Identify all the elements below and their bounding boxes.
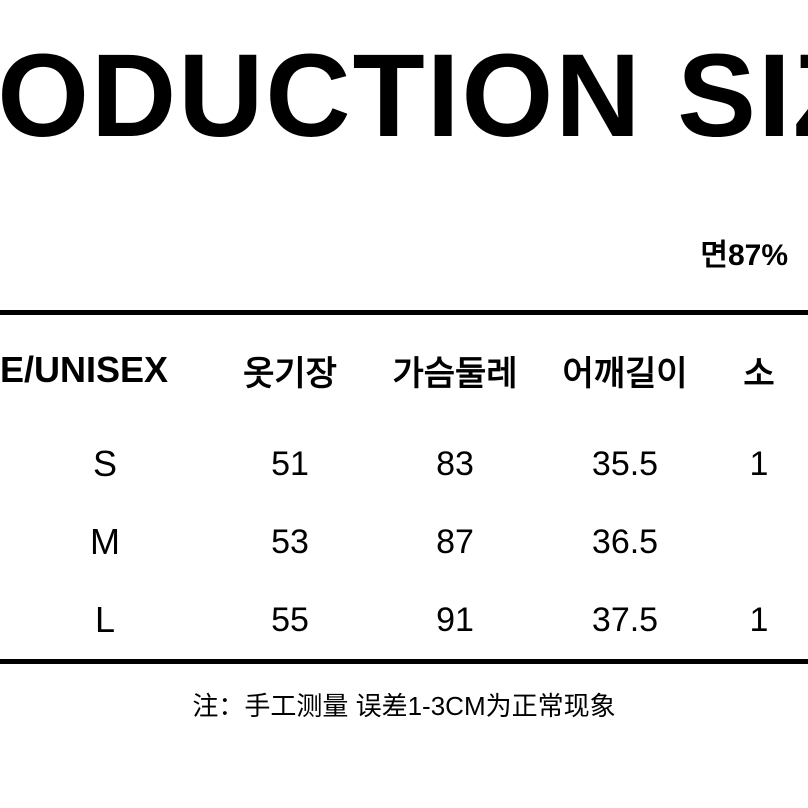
cell-chest: 91	[370, 581, 540, 659]
cell-chest: 87	[370, 503, 540, 581]
cell-sleeve	[710, 503, 808, 581]
cell-sleeve: 1	[710, 581, 808, 659]
table-bottom-rule	[0, 659, 808, 664]
cell-size: S	[0, 425, 210, 503]
cell-chest: 83	[370, 425, 540, 503]
cell-length: 51	[210, 425, 370, 503]
cell-size: M	[0, 503, 210, 581]
size-chart-canvas: RODUCTION SIZ 면87% E/UNISEX 옷기장 가슴둘레 어깨길…	[0, 0, 808, 808]
cell-length: 55	[210, 581, 370, 659]
col-header-shoulder: 어깨길이	[540, 315, 710, 425]
table-header-row: E/UNISEX 옷기장 가슴둘레 어깨길이 소	[0, 315, 808, 425]
cell-shoulder: 36.5	[540, 503, 710, 581]
col-header-chest: 가슴둘레	[370, 315, 540, 425]
page-title: RODUCTION SIZ	[0, 28, 808, 164]
table-row: S 51 83 35.5 1	[0, 425, 808, 503]
col-header-sleeve: 소	[710, 315, 808, 425]
col-header-size: E/UNISEX	[0, 315, 210, 425]
cell-length: 53	[210, 503, 370, 581]
table-row: L 55 91 37.5 1	[0, 581, 808, 659]
col-header-length: 옷기장	[210, 315, 370, 425]
table-row: M 53 87 36.5	[0, 503, 808, 581]
measurement-note: 注：手工测量 误差1-3CM为正常现象	[0, 686, 808, 723]
size-table: E/UNISEX 옷기장 가슴둘레 어깨길이 소 S 51 83 35.5 1 …	[0, 315, 808, 659]
cell-size: L	[0, 581, 210, 659]
cell-shoulder: 37.5	[540, 581, 710, 659]
cell-sleeve: 1	[710, 425, 808, 503]
material-label: 면87%	[700, 230, 788, 274]
size-table-wrap: E/UNISEX 옷기장 가슴둘레 어깨길이 소 S 51 83 35.5 1 …	[0, 310, 808, 664]
cell-shoulder: 35.5	[540, 425, 710, 503]
